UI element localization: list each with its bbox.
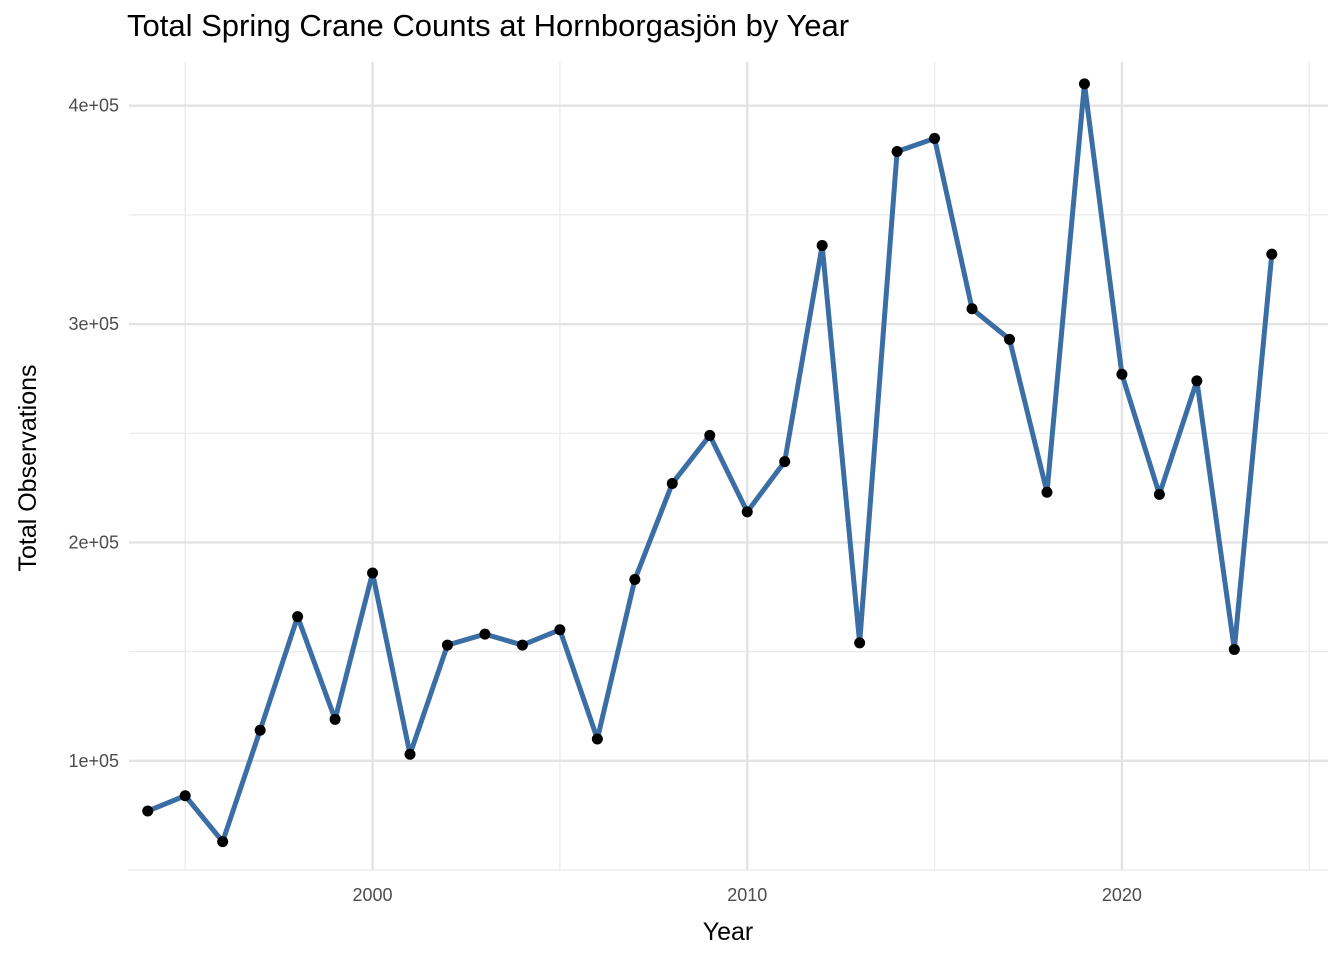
data-point bbox=[367, 567, 379, 579]
data-point bbox=[441, 639, 453, 651]
data-point bbox=[142, 805, 154, 817]
data-point bbox=[1004, 333, 1016, 345]
data-point bbox=[179, 790, 191, 802]
series-line bbox=[145, 81, 1275, 845]
minor-gridlines bbox=[129, 62, 1328, 871]
data-point bbox=[741, 506, 753, 518]
y-tick-label: 2e+05 bbox=[68, 532, 119, 552]
y-axis-title: Total Observations bbox=[14, 364, 42, 571]
data-point bbox=[854, 637, 866, 649]
data-point bbox=[629, 574, 641, 586]
data-point bbox=[891, 146, 903, 158]
data-point bbox=[404, 748, 416, 760]
y-tick-label: 1e+05 bbox=[68, 751, 119, 771]
major-gridlines bbox=[129, 62, 1328, 870]
data-point bbox=[666, 477, 678, 489]
data-point bbox=[1116, 368, 1128, 380]
data-point bbox=[704, 429, 716, 441]
data-point bbox=[591, 733, 603, 745]
y-tick-label: 3e+05 bbox=[68, 314, 119, 334]
data-point bbox=[1191, 375, 1203, 387]
series-line-group bbox=[145, 81, 1275, 845]
data-point bbox=[1228, 643, 1240, 655]
data-point bbox=[516, 639, 528, 651]
x-tick-label: 2000 bbox=[353, 885, 393, 905]
data-point bbox=[1041, 486, 1053, 498]
data-point bbox=[1266, 248, 1278, 260]
x-axis-tick-labels: 2000 2010 2020 bbox=[353, 885, 1142, 905]
data-point bbox=[254, 724, 266, 736]
data-point bbox=[292, 611, 304, 623]
data-point bbox=[966, 303, 978, 315]
data-point bbox=[479, 628, 491, 640]
x-tick-label: 2010 bbox=[727, 885, 767, 905]
y-axis-tick-labels: 1e+05 2e+05 3e+05 4e+05 bbox=[68, 96, 119, 771]
data-point bbox=[1153, 488, 1165, 500]
data-point bbox=[779, 456, 791, 468]
data-point bbox=[816, 239, 828, 251]
x-tick-label: 2020 bbox=[1102, 885, 1142, 905]
data-point bbox=[329, 713, 341, 725]
data-point bbox=[217, 836, 229, 848]
data-points bbox=[142, 78, 1278, 848]
y-tick-label: 4e+05 bbox=[68, 96, 119, 116]
x-axis-title: Year bbox=[703, 918, 754, 946]
data-point bbox=[929, 132, 941, 144]
chart-title: Total Spring Crane Counts at Hornborgasj… bbox=[127, 8, 850, 43]
data-point bbox=[1078, 78, 1090, 90]
data-point bbox=[554, 624, 566, 636]
